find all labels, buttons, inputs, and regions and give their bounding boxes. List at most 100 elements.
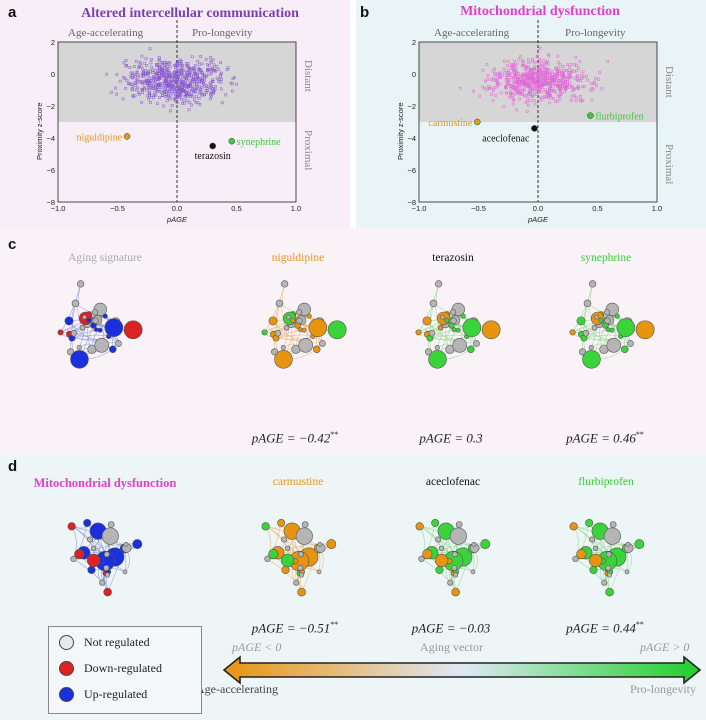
data-point (209, 59, 213, 63)
network-node (585, 518, 594, 527)
data-point (137, 66, 140, 69)
data-point (118, 79, 122, 83)
data-point (193, 68, 197, 71)
network-node (92, 317, 99, 324)
data-point (213, 87, 217, 91)
data-point (485, 63, 489, 66)
data-point (517, 72, 520, 75)
network-node (624, 569, 630, 575)
data-point (131, 76, 135, 80)
network-node (295, 309, 303, 316)
data-point (540, 71, 544, 75)
data-point (149, 101, 152, 104)
data-point (574, 95, 578, 99)
data-point (502, 105, 506, 109)
network-node (296, 317, 303, 324)
data-point (556, 94, 560, 98)
network-node (313, 345, 321, 354)
data-point (202, 84, 206, 88)
d-label-aceclofenac: aceclofenac (425, 476, 481, 488)
data-point (550, 76, 553, 80)
network-node (297, 551, 304, 558)
data-point (158, 76, 161, 80)
panel-label-b: b (360, 4, 370, 21)
data-point (129, 71, 133, 75)
data-point (513, 73, 517, 77)
data-point (194, 80, 198, 83)
data-point (516, 83, 520, 87)
data-point (165, 99, 169, 102)
data-point (560, 79, 564, 83)
data-point (198, 103, 202, 106)
arrow-middle-label: Aging vector (420, 640, 483, 654)
data-point (493, 73, 497, 76)
network-node (451, 551, 458, 558)
data-point (212, 69, 216, 73)
data-point (207, 73, 210, 77)
network-node (268, 549, 279, 560)
data-point (579, 95, 582, 98)
data-point (576, 78, 579, 82)
network-node (290, 317, 296, 323)
data-point (147, 69, 150, 73)
network-node (104, 318, 124, 337)
network-node (572, 555, 579, 563)
data-point (155, 64, 159, 68)
data-point (141, 67, 144, 71)
network-node (271, 348, 279, 356)
page-value: pAGE = −0.42 (251, 430, 331, 446)
data-point (484, 79, 487, 83)
network-node (275, 299, 284, 308)
network-node (425, 348, 433, 356)
drug-label: synephrine (237, 137, 281, 148)
data-point (188, 74, 191, 78)
data-point (148, 95, 152, 99)
data-point (124, 59, 128, 62)
network-node (429, 299, 438, 308)
data-point (569, 75, 573, 79)
network-node (422, 316, 432, 326)
data-point (210, 72, 213, 76)
data-point (137, 91, 141, 95)
drug-point (587, 112, 594, 119)
data-point (235, 82, 238, 86)
data-point (548, 82, 551, 85)
data-point (546, 95, 550, 99)
data-point (554, 77, 558, 81)
y-tick-label: −4 (46, 134, 55, 143)
data-point (219, 61, 222, 64)
data-point (557, 79, 560, 83)
data-point (169, 109, 172, 113)
data-point (206, 67, 209, 71)
data-point (547, 54, 551, 58)
data-point (161, 69, 165, 73)
d-label-mitochondrial: Mitochondrial dysfunction (33, 476, 177, 490)
network-node (452, 572, 459, 578)
data-point (527, 58, 530, 62)
data-point (133, 94, 137, 97)
data-point (206, 63, 209, 66)
network-node (298, 338, 313, 353)
network-node (327, 320, 347, 340)
network-node (437, 324, 444, 331)
network-node (589, 280, 597, 288)
data-point (566, 63, 569, 66)
data-point (523, 94, 527, 98)
data-point (553, 78, 556, 82)
data-point (167, 79, 171, 83)
data-point (195, 82, 199, 86)
data-point (160, 74, 164, 78)
data-point (578, 98, 582, 102)
data-point (569, 71, 573, 75)
data-point (534, 82, 537, 86)
data-point (485, 78, 489, 81)
data-point (167, 82, 171, 86)
x-tick-label: 1.0 (652, 204, 662, 213)
data-point (194, 89, 198, 93)
network-niguldipine (261, 280, 347, 369)
network-edge (264, 283, 285, 333)
network-edge (281, 283, 287, 328)
network-node (431, 518, 440, 527)
data-point (559, 92, 563, 96)
data-point (177, 75, 180, 79)
